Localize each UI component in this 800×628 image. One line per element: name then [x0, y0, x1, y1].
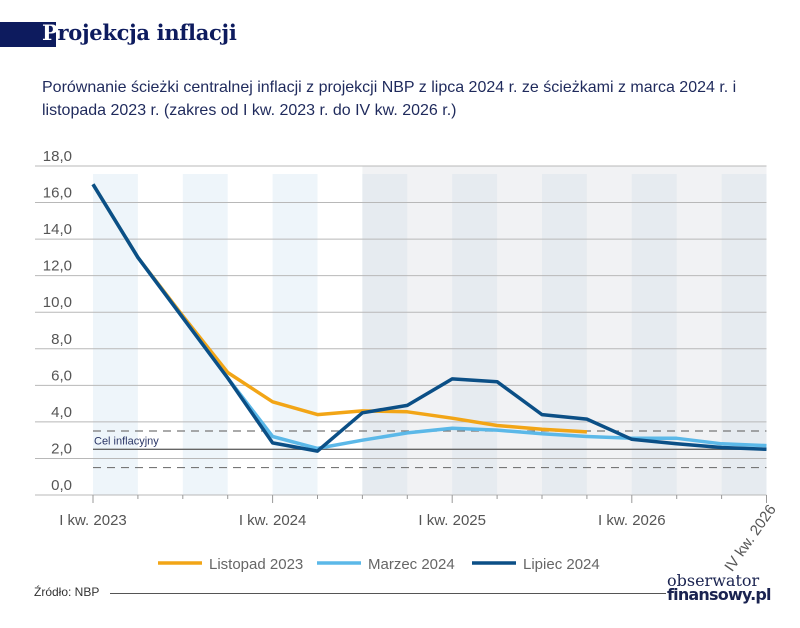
y-tick-label: 0,0 — [51, 477, 72, 494]
target-label: Cel inflacyjny — [94, 435, 159, 447]
quarter-band — [721, 174, 767, 495]
legend-item: Marzec 2024 — [317, 556, 455, 573]
y-tick-label: 8,0 — [51, 331, 72, 348]
y-tick-label: 10,0 — [43, 294, 72, 311]
y-tick-label: 12,0 — [43, 258, 72, 275]
page-title: Projekcja inflacji — [42, 20, 237, 45]
quarter-band — [93, 174, 138, 495]
logo-line1: obserwator — [667, 571, 760, 590]
logo-line2: finansowy.pl — [667, 585, 772, 604]
series-line-lipiec-2024 — [91, 183, 767, 453]
title-rest: rojekcja inflacji — [57, 20, 237, 45]
legend-label: Listopad 2023 — [209, 556, 303, 573]
quarter-band — [631, 174, 677, 495]
quarter-band — [452, 174, 498, 495]
legend-label: Lipiec 2024 — [523, 556, 600, 573]
quarter-band — [542, 174, 587, 495]
title-first-letter: P — [42, 20, 58, 45]
title-accent-bar — [0, 22, 56, 47]
y-tick-label: 18,0 — [43, 148, 72, 165]
y-tick-label: 14,0 — [43, 221, 72, 238]
chart-subtitle: Porównanie ścieżki centralnej inflacji z… — [42, 79, 737, 119]
quarter-band — [182, 174, 228, 495]
logo: obserwator finansowy.pl — [667, 571, 772, 604]
y-tick-label: 4,0 — [51, 404, 72, 421]
source-note: Źródło: NBP — [34, 585, 100, 599]
legend-item: Listopad 2023 — [158, 556, 303, 573]
footer-divider — [110, 593, 666, 594]
x-tick-label: I kw. 2023 — [59, 512, 127, 529]
y-tick-label: 16,0 — [43, 185, 72, 202]
x-tick-label: I kw. 2026 — [598, 512, 666, 529]
y-tick-label: 6,0 — [51, 367, 72, 384]
quarter-band — [362, 174, 408, 495]
x-tick-label: I kw. 2024 — [239, 512, 307, 529]
legend-label: Marzec 2024 — [368, 556, 455, 573]
x-tick-label: IV kw. 2026 — [721, 502, 779, 575]
y-tick-label: 2,0 — [51, 440, 72, 457]
legend-item: Lipiec 2024 — [472, 556, 600, 573]
x-tick-label: I kw. 2025 — [418, 512, 486, 529]
